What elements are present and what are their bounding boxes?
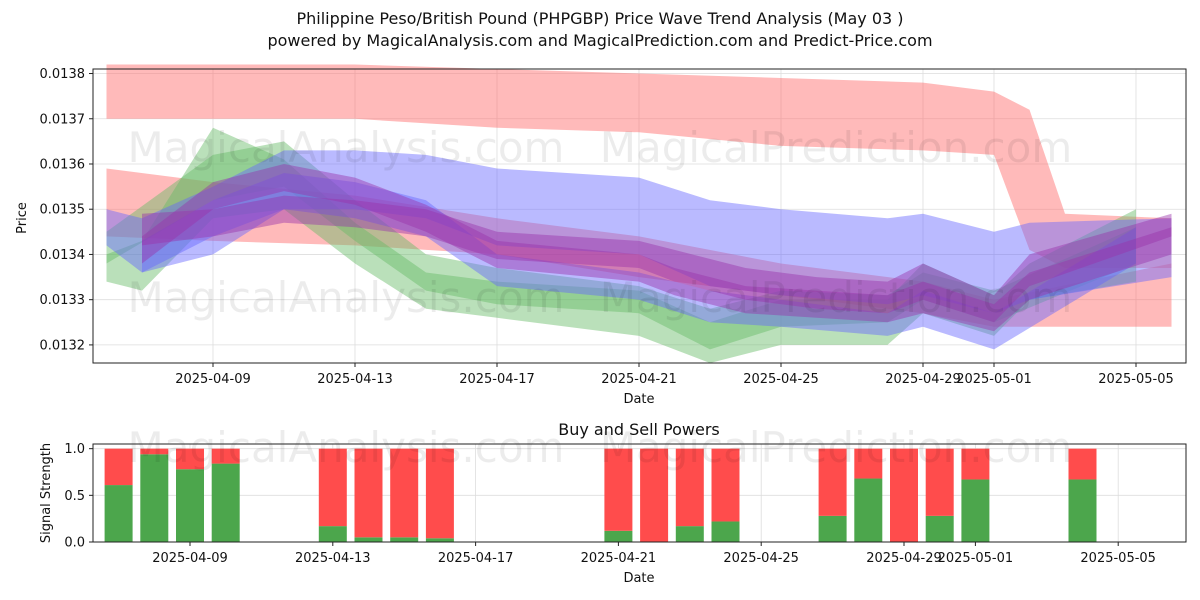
x-tick-label: 2025-04-13 [295,551,371,566]
y-tick-label: 0.5 [64,489,85,504]
chart-subtitle: powered by MagicalAnalysis.com and Magic… [267,31,933,50]
buy-bar [818,515,847,542]
x-tick-label: 2025-04-09 [152,551,228,566]
y-tick-label: 0.0134 [40,248,86,263]
x-tick-label: 2025-05-05 [1080,551,1156,566]
main-x-axis-label: Date [623,392,654,407]
y-tick-label: 0.0133 [40,293,86,308]
main-y-ticks: 0.0132 0.0133 0.0134 0.0135 0.0136 0.0137 0.01… [40,67,93,353]
band-green [106,127,1136,363]
buy-bar [711,521,740,542]
powers-x-axis-label: Date [623,571,654,586]
y-tick-label: 0.0137 [40,112,86,127]
sell-bar [104,448,133,486]
buy-bar [854,478,883,542]
buy-bar [211,463,240,542]
main-grid [93,69,1186,363]
band-purple [142,164,1172,332]
buy-bar [604,530,633,542]
y-tick-label: 0.0136 [40,157,86,172]
y-tick-label: 0.0 [64,536,85,551]
x-tick-label: 2025-04-29 [885,372,961,387]
band-blue [142,173,1136,350]
y-tick-label: 1.0 [64,442,85,457]
powers-x-ticks: 2025-04-09 2025-04-13 2025-04-17 2025-04-21… [152,542,1156,566]
band-blue [106,150,1172,314]
buy-bar [176,469,204,542]
sell-bar [354,448,383,538]
y-tick-label: 0.0132 [40,338,86,353]
sell-bar [318,448,347,527]
x-tick-label: 2025-04-21 [581,551,657,566]
sell-bar [711,448,740,522]
buy-bar [140,454,169,542]
x-tick-label: 2025-05-01 [938,551,1014,566]
price-wave-bands [106,64,1172,363]
buy-bar [1068,479,1097,542]
watermark-prediction: MagicalPrediction.com [600,423,1073,472]
watermark-analysis: MagicalAnalysis.com [128,273,565,322]
x-tick-label: 2025-04-25 [723,551,799,566]
x-tick-label: 2025-04-21 [601,372,677,387]
x-tick-label: 2025-04-25 [743,372,819,387]
buy-bar [425,538,454,542]
sell-bar [640,448,669,542]
sell-bar [925,448,954,516]
x-tick-label: 2025-04-17 [438,551,514,566]
sell-bar [1068,448,1097,480]
sell-bar [425,448,454,539]
band-red [106,168,1172,327]
sell-bar [604,448,633,531]
sell-bar [211,448,240,464]
band-green [106,141,1136,350]
powers-plot-frame [92,443,1187,543]
watermark-prediction: MagicalPrediction.com [600,273,1073,322]
x-tick-label: 2025-04-17 [459,372,535,387]
buy-bar [925,515,954,542]
sell-bar [818,448,847,516]
sell-bar [176,448,204,470]
sell-bar [961,448,990,480]
y-tick-label: 0.0135 [40,203,86,218]
main-y-axis-label: Price [15,202,30,234]
powers-chart-title: Buy and Sell Powers [558,420,720,439]
sell-bar [140,448,169,455]
sell-bar [890,448,918,542]
buy-bar [318,526,347,542]
x-tick-label: 2025-04-13 [317,372,393,387]
main-x-ticks: 2025-04-09 2025-04-13 2025-04-17 2025-04-21… [175,363,1174,387]
watermark-analysis: MagicalAnalysis.com [128,423,565,472]
powers-bars [104,448,1097,542]
buy-bar [104,485,133,542]
powers-y-ticks: 0.0 0.5 1.0 [64,442,93,551]
x-tick-label: 2025-04-29 [866,551,942,566]
sell-bar [390,448,419,538]
x-tick-label: 2025-04-09 [175,372,251,387]
x-tick-label: 2025-05-01 [956,372,1032,387]
sell-bar [854,448,883,479]
buy-bar [390,537,419,542]
band-purple [142,195,1172,323]
buy-bar [354,537,383,542]
buy-bar [675,526,704,542]
buy-bar [961,479,990,542]
y-tick-label: 0.0138 [40,67,86,82]
watermark-prediction: MagicalPrediction.com [600,123,1073,172]
sell-bar [675,448,704,527]
watermark-analysis: MagicalAnalysis.com [128,123,565,172]
band-red [106,64,1172,268]
chart-title: Philippine Peso/British Pound (PHPGBP) P… [296,9,904,28]
powers-y-axis-label: Signal Strength [39,443,54,543]
x-tick-label: 2025-05-05 [1098,372,1174,387]
